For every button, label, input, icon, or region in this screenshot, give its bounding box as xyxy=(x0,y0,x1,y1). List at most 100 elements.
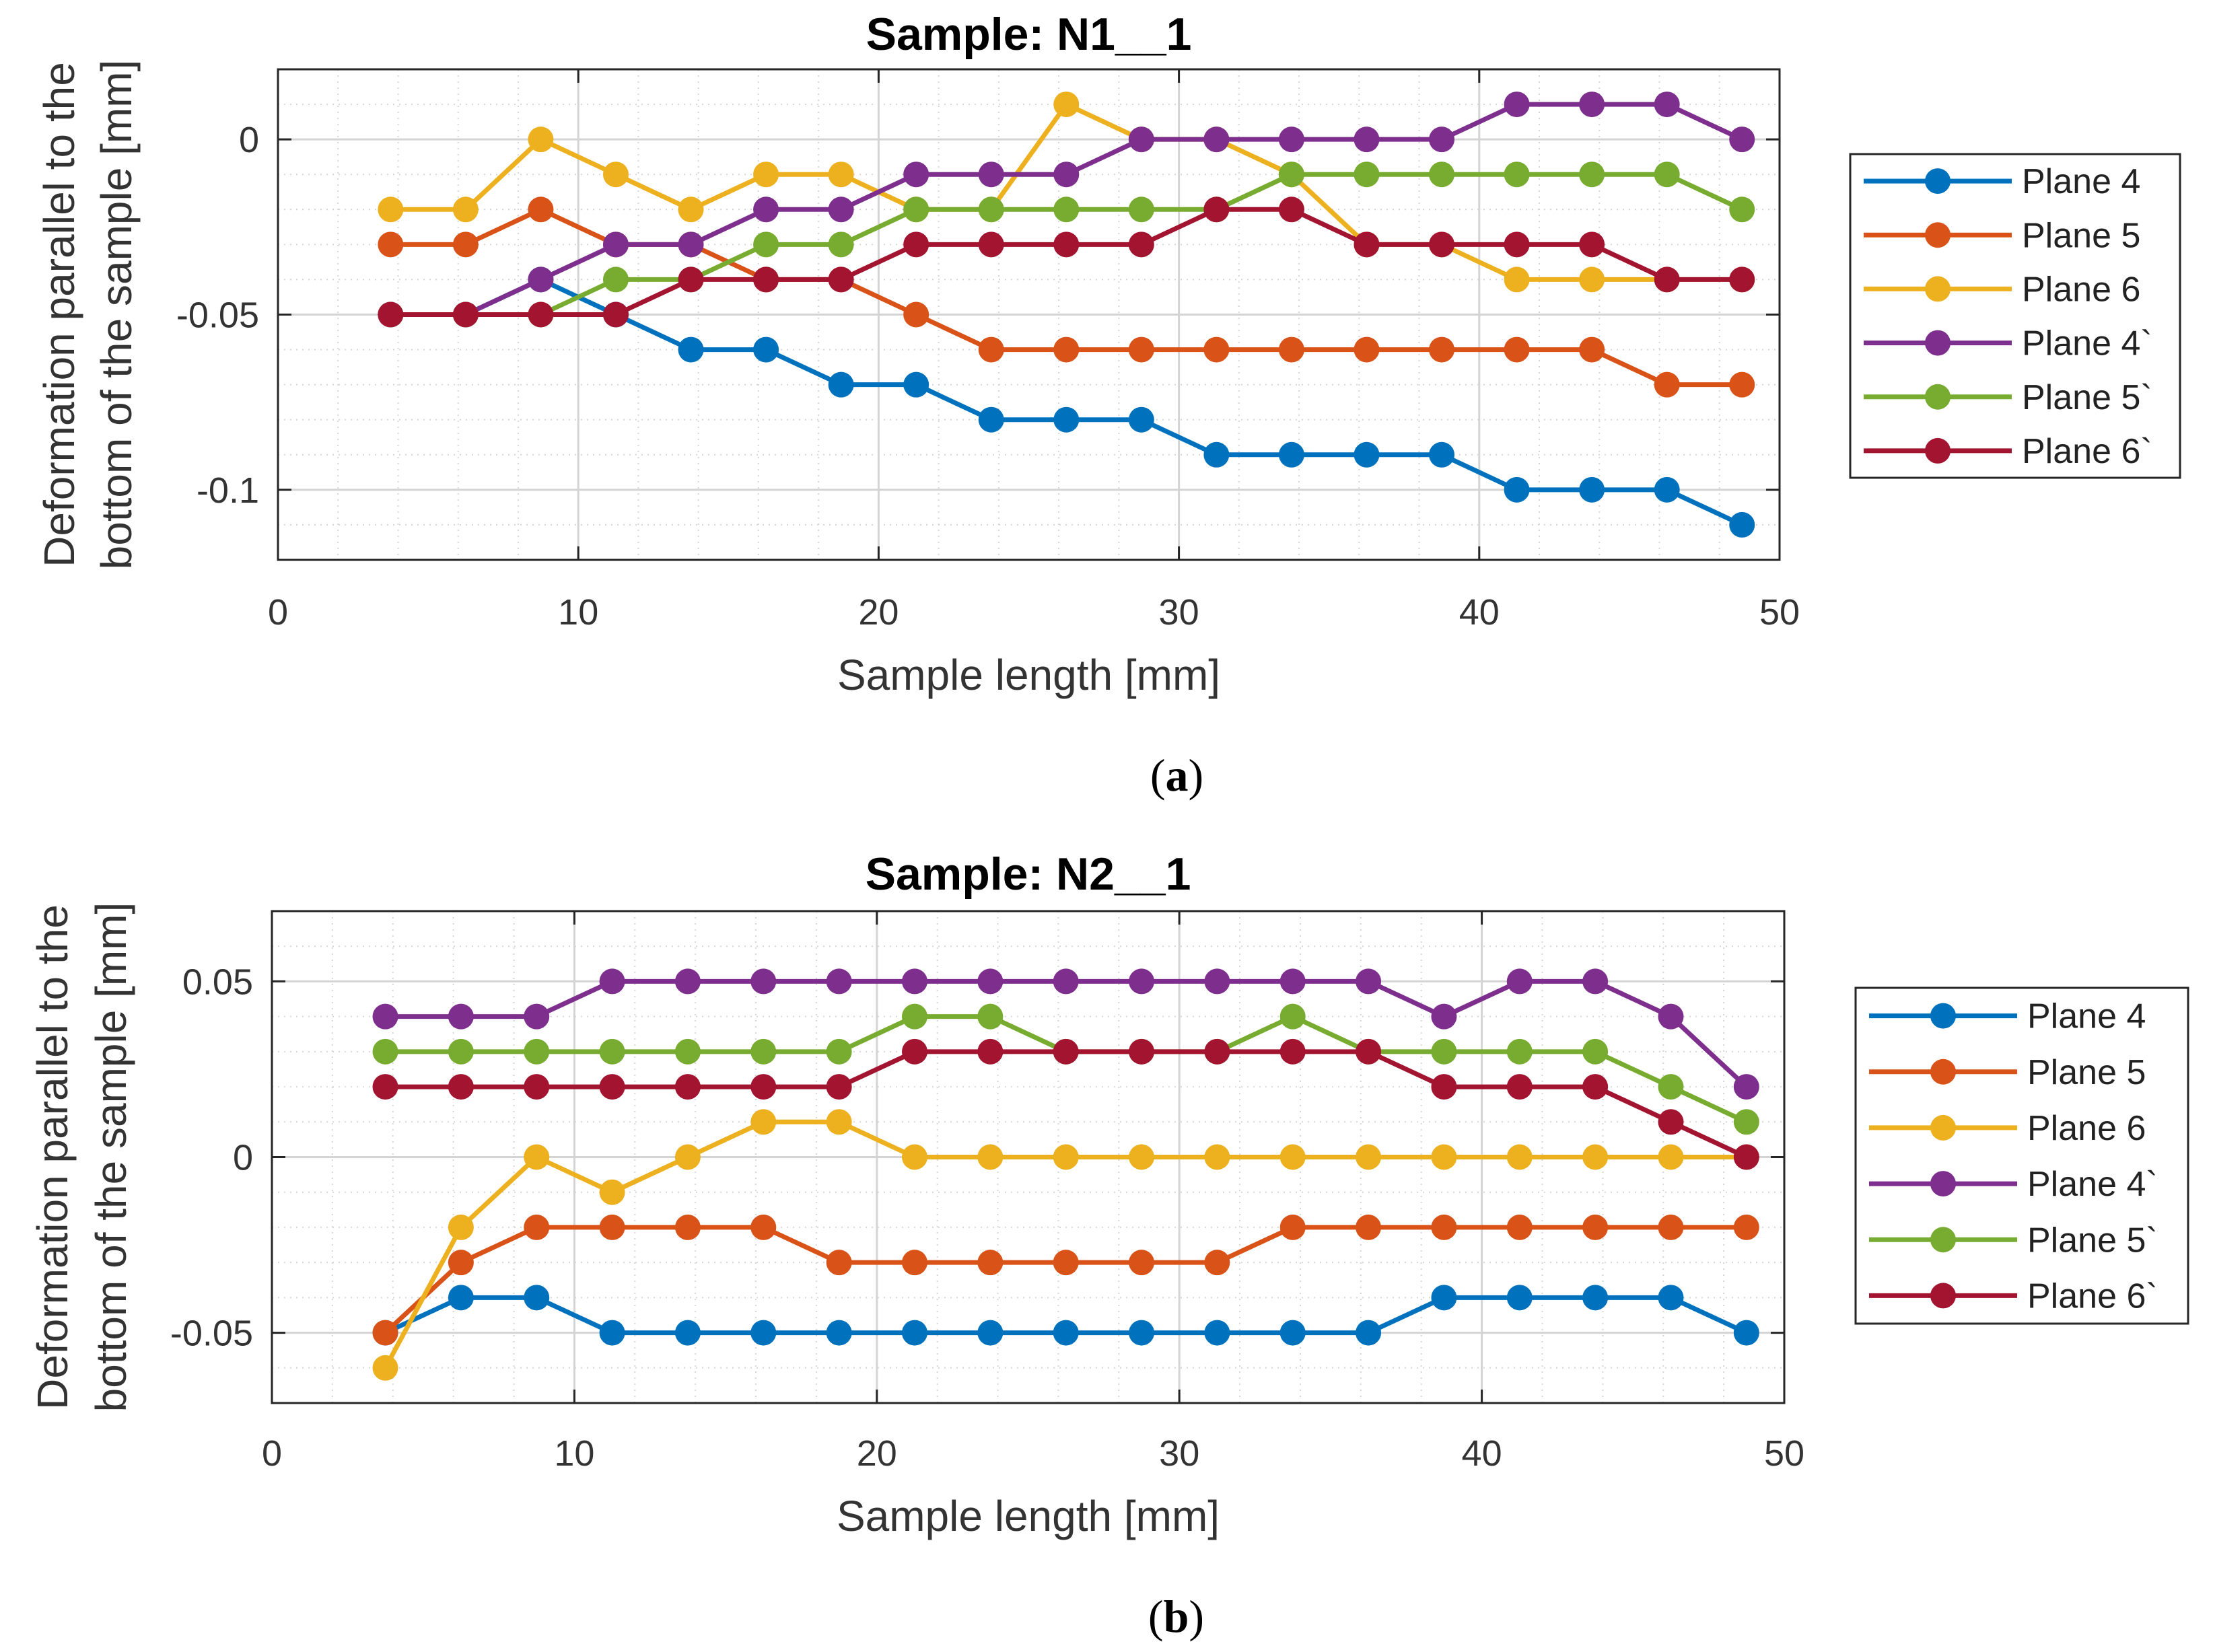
legend-label: Plane 4 xyxy=(2022,162,2140,201)
data-point xyxy=(1203,196,1230,223)
data-point xyxy=(1506,968,1533,995)
legend-label: Plane 6` xyxy=(2027,1277,2158,1316)
data-point xyxy=(1129,968,1155,995)
data-point xyxy=(1129,1250,1155,1276)
data-point xyxy=(1053,1250,1079,1276)
data-point xyxy=(1579,231,1605,258)
tick-marks xyxy=(277,69,1781,560)
data-point xyxy=(452,231,479,258)
data-point xyxy=(524,1144,550,1170)
data-point xyxy=(599,968,625,995)
data-point xyxy=(750,968,777,995)
data-point xyxy=(753,196,779,223)
data-point xyxy=(372,1355,398,1381)
legend-entry: Plane 6 xyxy=(1869,1109,2146,1148)
data-point xyxy=(1203,336,1230,363)
data-point xyxy=(448,1250,474,1276)
chart-title: Sample: N2__1 xyxy=(866,849,1191,900)
data-point xyxy=(528,301,554,328)
data-point xyxy=(1582,1074,1609,1100)
data-point xyxy=(1582,1214,1609,1240)
x-tick-label: 30 xyxy=(1159,1433,1199,1474)
series-plane6 xyxy=(372,1109,1759,1381)
data-point xyxy=(1053,336,1080,363)
legend-marker xyxy=(1930,1003,1956,1029)
data-point xyxy=(452,196,479,223)
data-point xyxy=(828,161,854,188)
data-point xyxy=(903,371,929,398)
series-plane5 xyxy=(372,1214,1759,1346)
data-point xyxy=(448,1285,474,1311)
data-point xyxy=(828,196,854,223)
data-point xyxy=(678,196,704,223)
data-point xyxy=(750,1109,777,1135)
data-point xyxy=(1504,266,1530,293)
data-point xyxy=(1658,1003,1684,1030)
data-point xyxy=(378,196,404,223)
data-point xyxy=(1278,161,1304,188)
caption-open: ( xyxy=(1148,1591,1164,1642)
data-point xyxy=(1579,336,1605,363)
data-point xyxy=(1431,1038,1457,1065)
data-point xyxy=(903,196,929,223)
x-tick-label: 50 xyxy=(1764,1433,1804,1474)
data-point xyxy=(753,336,779,363)
data-point xyxy=(1729,371,1755,398)
data-point xyxy=(524,1285,550,1311)
data-point xyxy=(1053,1320,1079,1346)
data-point xyxy=(1129,1320,1155,1346)
data-point xyxy=(1733,1109,1759,1135)
legend-marker xyxy=(1925,222,1951,248)
caption-open: ( xyxy=(1150,750,1166,801)
series-plane5 xyxy=(378,196,1755,398)
data-point xyxy=(978,336,1004,363)
data-point xyxy=(1279,1214,1306,1240)
data-point xyxy=(1733,1320,1759,1346)
data-point xyxy=(678,266,704,293)
data-point xyxy=(1431,1214,1457,1240)
data-point xyxy=(602,161,629,188)
panel-caption: (a) xyxy=(1150,750,1203,801)
y-tick-label: -0.1 xyxy=(197,470,259,511)
data-point xyxy=(1506,1214,1533,1240)
legend-entry: Plane 5 xyxy=(1864,216,2140,255)
y-tick-label: -0.05 xyxy=(170,1314,253,1354)
series-plane5p xyxy=(372,1003,1759,1135)
data-point xyxy=(1582,1285,1609,1311)
data-point xyxy=(1654,161,1680,188)
y-axis-label-line1: Deformation parallel to the xyxy=(35,62,83,567)
data-point xyxy=(1203,441,1230,468)
data-point xyxy=(1506,1285,1533,1311)
data-point xyxy=(1354,127,1380,153)
data-point xyxy=(1356,1320,1382,1346)
series-line xyxy=(390,207,1743,317)
legend-entry: Plane 5 xyxy=(1869,1053,2146,1092)
data-point xyxy=(528,266,554,293)
legend-marker xyxy=(1930,1171,1956,1197)
legend-entry: Plane 4 xyxy=(1864,162,2140,201)
data-point xyxy=(977,1003,1004,1030)
data-point xyxy=(978,231,1004,258)
chart-1: Sample: N1__1 0 10 20 30 40 50 0 -0.05 -0.1 Sample… xyxy=(35,9,2181,801)
data-point xyxy=(1504,92,1530,118)
data-point xyxy=(1053,196,1080,223)
tick-marks xyxy=(271,911,1786,1403)
data-point xyxy=(903,161,929,188)
data-point xyxy=(1128,231,1154,258)
legend-entry: Plane 6 xyxy=(1864,270,2140,309)
legend-entry: Plane 6` xyxy=(1869,1277,2158,1316)
legend-entry: Plane 5` xyxy=(1869,1221,2158,1260)
data-point xyxy=(1356,1038,1382,1065)
legend-entry: Plane 6` xyxy=(1864,432,2152,471)
data-point xyxy=(1128,196,1154,223)
x-tick-label: 0 xyxy=(262,1433,282,1474)
legend-marker xyxy=(1925,330,1951,356)
data-point xyxy=(1506,1074,1533,1100)
data-point xyxy=(901,1038,927,1065)
data-point xyxy=(678,336,704,363)
legend-label: Plane 4 xyxy=(2027,997,2146,1036)
series-plane6p xyxy=(372,1038,1759,1170)
data-point xyxy=(1279,1038,1306,1065)
data-point xyxy=(828,231,854,258)
